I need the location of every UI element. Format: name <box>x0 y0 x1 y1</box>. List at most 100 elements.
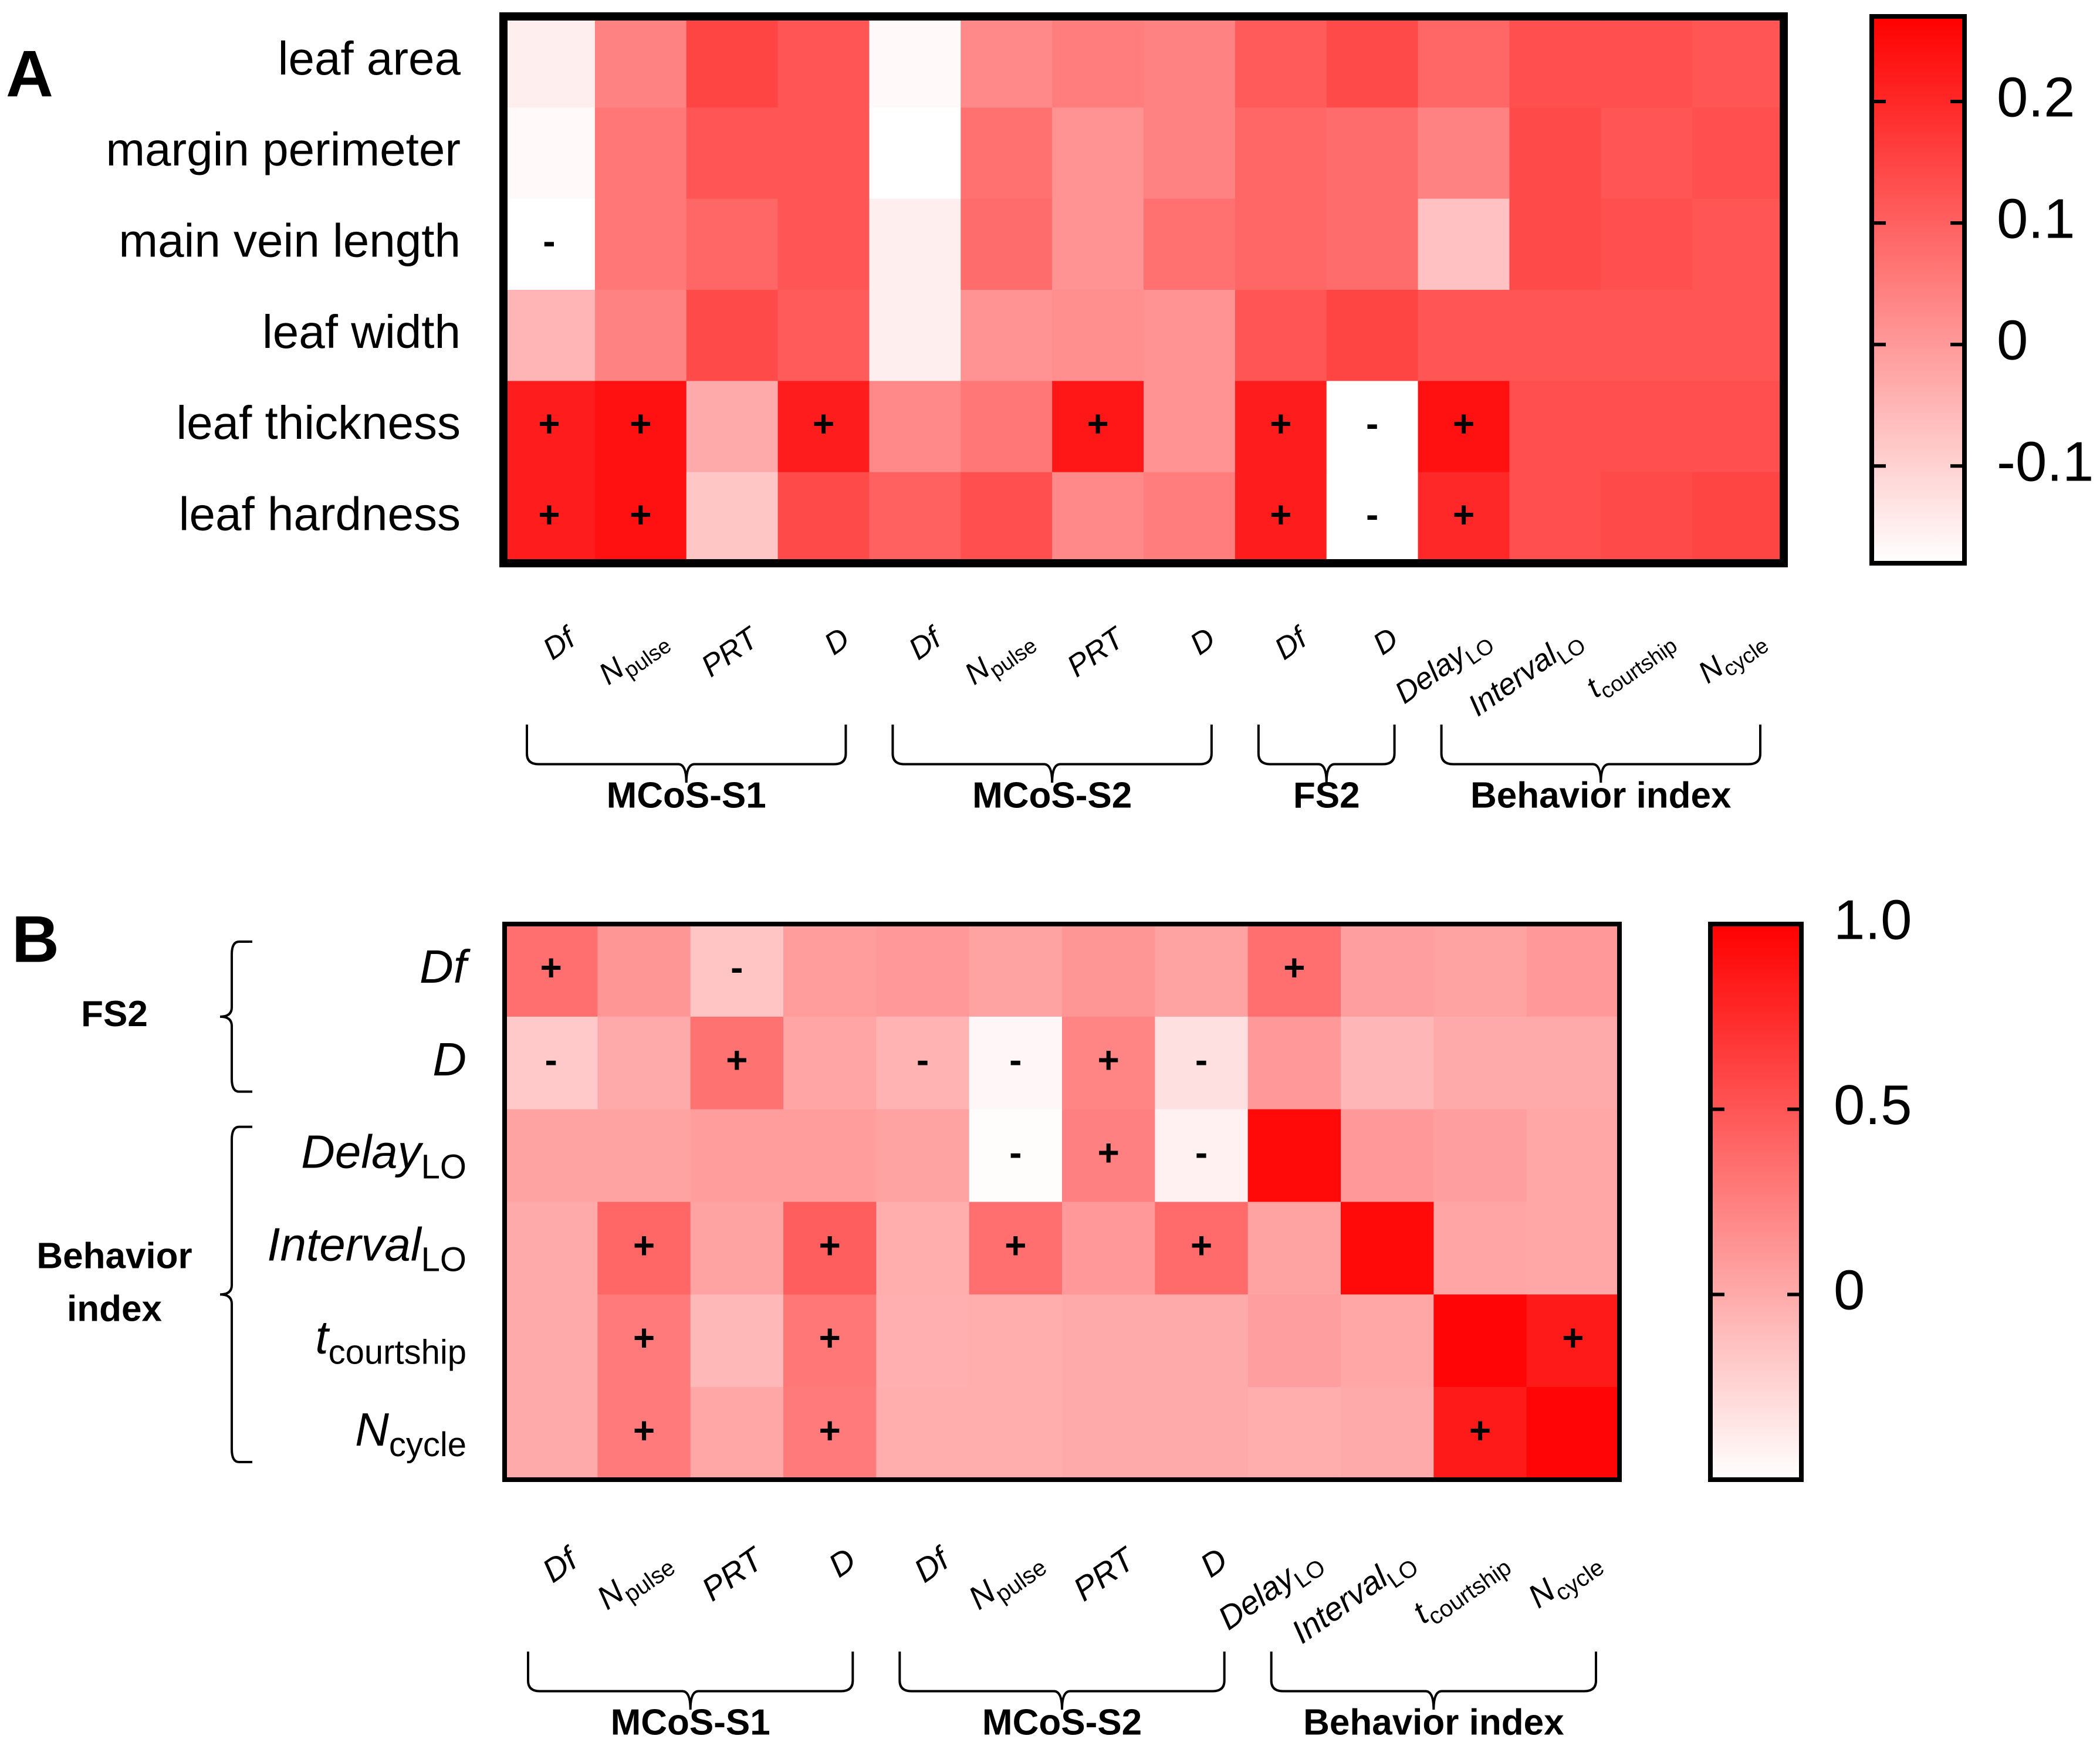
column-label: Npulse <box>590 1540 679 1621</box>
heatmap-cell <box>1509 472 1601 564</box>
heatmap-border <box>502 922 1622 1482</box>
heatmap-cell <box>1692 381 1784 473</box>
heatmap-cell <box>1509 198 1601 290</box>
heatmap-cell <box>1052 16 1144 108</box>
column-label: PRT <box>695 1539 771 1608</box>
column-label: PRT <box>1066 1539 1142 1608</box>
column-group-brace <box>898 1652 1226 1710</box>
heatmap-cell <box>597 1387 691 1480</box>
column-group-label: Behavior index <box>1303 1702 1564 1743</box>
heatmap-cell <box>961 16 1053 108</box>
heatmap-cell <box>690 1016 784 1110</box>
column-group-brace <box>527 1652 854 1710</box>
heatmap-cell <box>1341 1387 1434 1480</box>
heatmap-cell <box>969 1294 1063 1388</box>
heatmap-cell <box>783 1016 877 1110</box>
heatmap-cell <box>1062 924 1155 1017</box>
column-group-brace <box>526 725 847 783</box>
heatmap-cell <box>503 381 596 473</box>
heatmap-cell <box>505 1109 598 1203</box>
significance-mark: + <box>540 946 562 989</box>
heatmap-cell <box>969 1202 1063 1295</box>
column-group-label: FS2 <box>1293 775 1360 816</box>
heatmap-cell <box>1052 472 1144 564</box>
heatmap-cell <box>1692 16 1784 108</box>
heatmap-cell <box>876 1294 970 1388</box>
heatmap-cell <box>969 1387 1063 1480</box>
heatmap-cell <box>1144 472 1236 564</box>
column-group-brace <box>1257 725 1396 783</box>
significance-mark: + <box>633 1224 655 1266</box>
heatmap-cell <box>1144 107 1236 199</box>
heatmap-cell <box>1601 16 1693 108</box>
heatmap-cell <box>690 1109 784 1203</box>
column-label: Df <box>536 1538 586 1589</box>
colorbar-tick-label: 0.1 <box>1997 187 2075 250</box>
heatmap-cell <box>869 198 961 290</box>
heatmap-cell <box>505 1202 598 1295</box>
row-label: leaf hardness <box>179 488 461 540</box>
heatmap-cell <box>505 1016 598 1110</box>
significance-mark: + <box>819 1224 840 1266</box>
heatmap-cell <box>1526 1387 1620 1480</box>
column-label: Npulse <box>962 1540 1051 1621</box>
column-group-label: MCoS-S1 <box>607 775 766 816</box>
column-group-label: MCoS-S2 <box>972 775 1132 816</box>
heatmap-cell <box>1418 16 1510 108</box>
column-label: Df <box>1269 620 1316 666</box>
colorbar-tick-label: 0 <box>1834 1259 1865 1322</box>
heatmap-cell <box>1692 107 1784 199</box>
heatmap-cell <box>503 16 596 108</box>
significance-mark: - <box>1195 1039 1208 1081</box>
column-group-brace <box>891 725 1213 783</box>
heatmap-cell <box>1692 290 1784 381</box>
heatmap-cell <box>1341 1202 1434 1295</box>
heatmap-cell <box>869 107 961 199</box>
significance-mark: - <box>1366 402 1378 445</box>
colorbar-tick-label: 0.5 <box>1834 1074 1912 1136</box>
column-label: Df <box>537 620 584 666</box>
heatmap-cell <box>1341 1294 1434 1388</box>
column-label: D <box>1367 621 1404 662</box>
heatmap-cell <box>686 198 779 290</box>
column-label: Df <box>902 620 949 666</box>
panel-label: B <box>12 903 59 976</box>
heatmap-cell <box>783 924 877 1017</box>
row-group-brace <box>219 940 252 1093</box>
row-label: main vein length <box>119 214 461 266</box>
heatmap-cell <box>1433 1294 1527 1388</box>
significance-mark: + <box>1005 1224 1026 1266</box>
column-label: Npulse <box>958 621 1041 695</box>
heatmap-cell <box>1052 198 1144 290</box>
heatmap-cell <box>1433 1202 1527 1295</box>
column-label: PRT <box>695 620 766 684</box>
heatmap-cell <box>686 472 779 564</box>
colorbar-tick-label: 0.2 <box>1997 66 2075 128</box>
significance-mark: - <box>1366 493 1378 536</box>
panel-b: B + - + - + - - + - - + - + + + + + + + + + + Df D DelayLO Interva… <box>12 888 1912 1743</box>
column-group-brace <box>1270 1652 1597 1710</box>
heatmap-cell <box>961 472 1053 564</box>
heatmap-cell <box>1326 16 1419 108</box>
heatmap-cell <box>777 472 870 564</box>
heatmap-cell <box>1418 472 1510 564</box>
heatmap-cell <box>1155 924 1249 1017</box>
heatmap-cell <box>1235 472 1327 564</box>
heatmap-cell <box>1509 16 1601 108</box>
significance-mark: + <box>819 1317 840 1359</box>
heatmap-cell <box>1509 107 1601 199</box>
heatmap-cell <box>1235 381 1327 473</box>
heatmap-cell <box>1601 290 1693 381</box>
heatmap-cell <box>876 1109 970 1203</box>
heatmap-cell <box>1235 16 1327 108</box>
column-group-label: MCoS-S1 <box>611 1702 770 1743</box>
heatmap-cell <box>1326 290 1419 381</box>
heatmap-cell <box>594 472 687 564</box>
heatmap-cell <box>969 1016 1063 1110</box>
row-label: Df <box>420 940 471 993</box>
heatmap-cell <box>1433 924 1527 1017</box>
heatmap-cell <box>1526 1294 1620 1388</box>
column-label: D <box>1184 621 1222 662</box>
heatmap-cell <box>597 1294 691 1388</box>
